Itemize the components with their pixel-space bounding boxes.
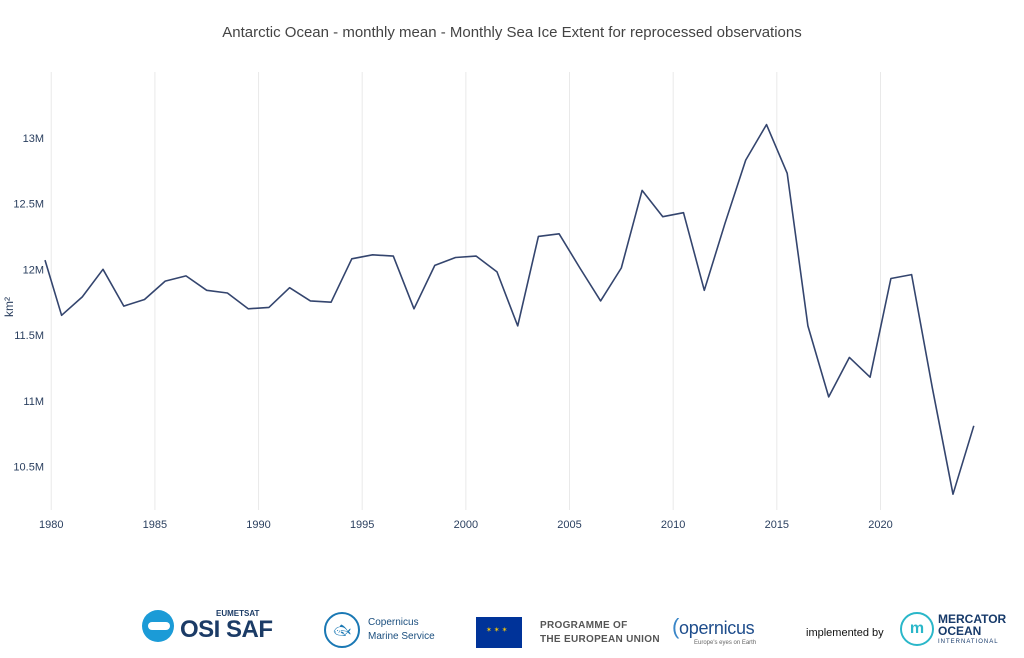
- copernicus-word: opernicus: [679, 618, 755, 638]
- fish-icon: 🐟︎: [324, 612, 360, 648]
- copernicus-c-icon: (: [672, 614, 680, 639]
- y-axis-label: km²: [2, 297, 16, 317]
- y-tick-label: 11M: [23, 396, 44, 408]
- mercator-ocean-logo: m MERCATOR OCEAN INTERNATIONAL: [900, 612, 1006, 646]
- cms-line2: Marine Service: [368, 631, 435, 642]
- chart-title: Antarctic Ocean - monthly mean - Monthly…: [222, 24, 801, 41]
- copernicus-marine-logo: 🐟︎ Copernicus Marine Service: [324, 612, 435, 648]
- osisaf-super-text: EUMETSAT: [216, 609, 260, 618]
- osisaf-main-text: OSI SAF: [180, 616, 273, 643]
- y-tick-label: 13M: [23, 133, 44, 145]
- osisaf-logo: EUMETSAT OSI SAF: [142, 610, 273, 642]
- x-tick-label: 2020: [868, 519, 892, 531]
- eu-line1: PROGRAMME OF: [540, 619, 628, 631]
- y-tick-label: 12.5M: [13, 199, 44, 211]
- mercator-line2: OCEAN: [938, 624, 982, 638]
- x-tick-label: 1980: [39, 519, 63, 531]
- copernicus-logo: (opernicus Europe's eyes on Earth: [672, 614, 756, 646]
- x-tick-label: 1990: [246, 519, 270, 531]
- y-tick-label: 10.5M: [13, 462, 44, 474]
- y-axis-ticks: 10.5M 11M 11.5M 12M 12.5M 13M: [13, 133, 44, 474]
- cms-line1: Copernicus: [368, 617, 419, 628]
- x-tick-label: 1985: [143, 519, 167, 531]
- eu-programme-logo: PROGRAMME OF THE EUROPEAN UNION: [476, 617, 660, 648]
- x-tick-label: 2000: [454, 519, 478, 531]
- y-tick-label: 11.5M: [14, 330, 44, 342]
- series-line-sea-ice-extent: [44, 123, 975, 495]
- x-tick-label: 1995: [350, 519, 374, 531]
- copernicus-tagline: Europe's eyes on Earth: [694, 640, 757, 646]
- eu-flag-icon: [476, 617, 522, 648]
- y-tick-label: 12M: [23, 264, 44, 276]
- x-tick-label: 2010: [661, 519, 685, 531]
- implemented-by-text: implemented by: [806, 627, 884, 639]
- chart: Antarctic Ocean - monthly mean - Monthly…: [2, 24, 975, 531]
- mercator-line3: INTERNATIONAL: [938, 639, 999, 645]
- grid-lines: [50, 72, 881, 510]
- x-axis-ticks: 1980 1985 1990 1995 2000 2005 2010 2015 2020: [39, 519, 893, 531]
- osisaf-wave-icon: [142, 610, 174, 642]
- mercator-m-icon: m: [900, 612, 934, 646]
- x-tick-label: 2005: [557, 519, 581, 531]
- eu-line2: THE EUROPEAN UNION: [540, 633, 660, 645]
- mercator-line1: MERCATOR: [938, 612, 1007, 626]
- x-tick-label: 2015: [765, 519, 789, 531]
